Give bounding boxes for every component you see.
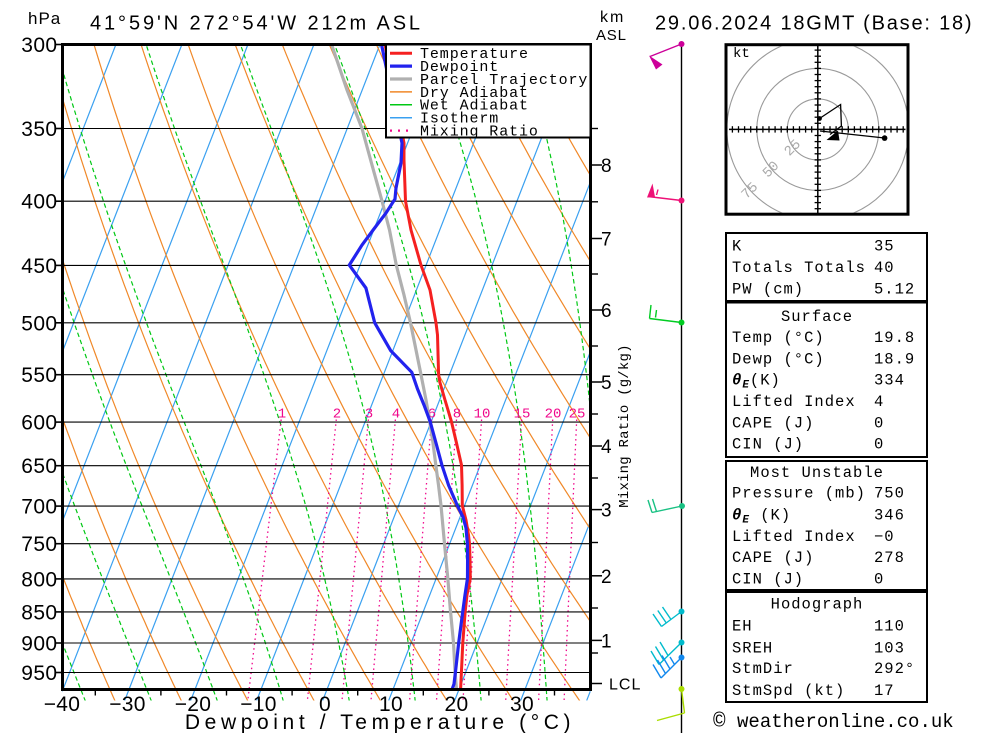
svg-text:7: 7 — [601, 230, 612, 251]
svg-text:Pressure (mb): Pressure (mb) — [732, 484, 866, 502]
svg-text:700: 700 — [21, 496, 57, 519]
svg-text:Dewpoint: Dewpoint — [420, 59, 499, 76]
svg-text:2: 2 — [333, 407, 341, 423]
svg-text:850: 850 — [21, 601, 57, 624]
svg-text:20: 20 — [545, 407, 562, 423]
svg-text:StmDir: StmDir — [732, 660, 794, 678]
svg-text:110: 110 — [874, 618, 905, 636]
svg-text:29.06.2024 18GMT (Base: 18): 29.06.2024 18GMT (Base: 18) — [655, 13, 973, 35]
svg-text:Totals Totals: Totals Totals — [732, 259, 866, 277]
svg-text:0: 0 — [319, 693, 331, 716]
svg-text:4: 4 — [601, 437, 612, 458]
svg-text:0: 0 — [874, 571, 884, 589]
svg-text:Dry Adiabat: Dry Adiabat — [420, 85, 529, 102]
svg-text:5.12: 5.12 — [874, 280, 915, 298]
svg-text:8: 8 — [453, 407, 461, 423]
svg-text:Mixing Ratio: Mixing Ratio — [420, 124, 539, 141]
svg-text:0: 0 — [874, 436, 884, 454]
svg-text:0: 0 — [874, 414, 884, 432]
svg-text:15: 15 — [514, 407, 531, 423]
svg-text:K: K — [732, 237, 742, 255]
svg-text:Parcel Trajectory: Parcel Trajectory — [420, 72, 588, 89]
svg-text:Lifted Index: Lifted Index — [732, 393, 856, 411]
svg-text:EH: EH — [732, 618, 753, 636]
svg-text:350: 350 — [21, 118, 57, 141]
svg-text:Mixing Ratio (g/kg): Mixing Ratio (g/kg) — [617, 344, 633, 507]
svg-text:40: 40 — [874, 259, 895, 277]
svg-text:300: 300 — [21, 34, 57, 57]
svg-text:Temperature: Temperature — [420, 46, 529, 63]
svg-text:650: 650 — [21, 455, 57, 478]
svg-text:35: 35 — [874, 237, 895, 255]
svg-text:StmSpd (kt): StmSpd (kt) — [732, 682, 845, 700]
svg-text:CIN (J): CIN (J) — [732, 436, 804, 454]
svg-text:Temp (°C): Temp (°C) — [732, 329, 825, 347]
svg-text:8: 8 — [601, 156, 612, 177]
svg-text:θE(K): θE(K) — [732, 372, 781, 392]
svg-text:550: 550 — [21, 364, 57, 387]
svg-text:CIN (J): CIN (J) — [732, 571, 804, 589]
svg-text:SREH: SREH — [732, 640, 773, 658]
svg-text:3: 3 — [601, 501, 612, 522]
svg-text:500: 500 — [21, 312, 57, 335]
svg-text:750: 750 — [21, 533, 57, 556]
svg-text:CAPE (J): CAPE (J) — [732, 414, 814, 432]
svg-text:800: 800 — [21, 568, 57, 591]
svg-text:LCL: LCL — [609, 677, 641, 694]
svg-text:4: 4 — [392, 407, 400, 423]
svg-text:Dewp (°C): Dewp (°C) — [732, 350, 825, 368]
svg-text:−0: −0 — [874, 528, 895, 546]
svg-text:18.9: 18.9 — [874, 350, 915, 368]
svg-text:1: 1 — [278, 407, 286, 423]
svg-text:30: 30 — [510, 693, 534, 716]
svg-text:Isotherm: Isotherm — [420, 111, 499, 128]
svg-text:Most Unstable: Most Unstable — [750, 464, 884, 482]
svg-text:θE (K): θE (K) — [732, 507, 791, 527]
svg-text:3: 3 — [365, 407, 373, 423]
svg-text:6: 6 — [601, 301, 612, 322]
svg-text:CAPE (J): CAPE (J) — [732, 549, 814, 567]
svg-text:km: km — [600, 9, 625, 26]
svg-text:10: 10 — [474, 407, 491, 423]
svg-text:41°59'N 272°54'W 212m ASL: 41°59'N 272°54'W 212m ASL — [90, 13, 423, 35]
svg-text:25: 25 — [569, 407, 586, 423]
svg-text:292°: 292° — [874, 660, 915, 678]
svg-text:−20: −20 — [175, 693, 212, 716]
svg-text:450: 450 — [21, 255, 57, 278]
svg-text:1: 1 — [601, 631, 612, 652]
svg-text:6: 6 — [428, 407, 436, 423]
svg-text:ASL: ASL — [596, 27, 627, 44]
svg-text:950: 950 — [21, 662, 57, 685]
svg-text:Dewpoint / Temperature (°C): Dewpoint / Temperature (°C) — [185, 711, 575, 733]
svg-text:900: 900 — [21, 633, 57, 656]
svg-text:© weatheronline.co.uk: © weatheronline.co.uk — [713, 711, 954, 733]
svg-text:600: 600 — [21, 412, 57, 435]
svg-text:Lifted Index: Lifted Index — [732, 528, 856, 546]
svg-text:Hodograph: Hodograph — [771, 596, 864, 614]
svg-text:400: 400 — [21, 191, 57, 214]
svg-text:278: 278 — [874, 549, 905, 567]
svg-text:PW (cm): PW (cm) — [732, 280, 804, 298]
svg-text:750: 750 — [874, 484, 905, 502]
svg-text:5: 5 — [601, 373, 612, 394]
svg-text:19.8: 19.8 — [874, 329, 915, 347]
svg-text:2: 2 — [601, 567, 612, 588]
svg-text:346: 346 — [874, 507, 905, 525]
svg-text:20: 20 — [445, 693, 469, 716]
svg-text:103: 103 — [874, 640, 905, 658]
svg-text:Wet Adiabat: Wet Adiabat — [420, 98, 529, 115]
svg-text:hPa: hPa — [28, 9, 61, 28]
svg-text:334: 334 — [874, 372, 905, 390]
svg-text:17: 17 — [874, 682, 895, 700]
svg-text:4: 4 — [874, 393, 884, 411]
svg-text:kt: kt — [733, 46, 750, 62]
svg-text:Surface: Surface — [781, 308, 853, 326]
svg-text:−30: −30 — [109, 693, 146, 716]
svg-text:10: 10 — [379, 693, 403, 716]
svg-text:−10: −10 — [240, 693, 277, 716]
svg-text:−40: −40 — [44, 693, 81, 716]
